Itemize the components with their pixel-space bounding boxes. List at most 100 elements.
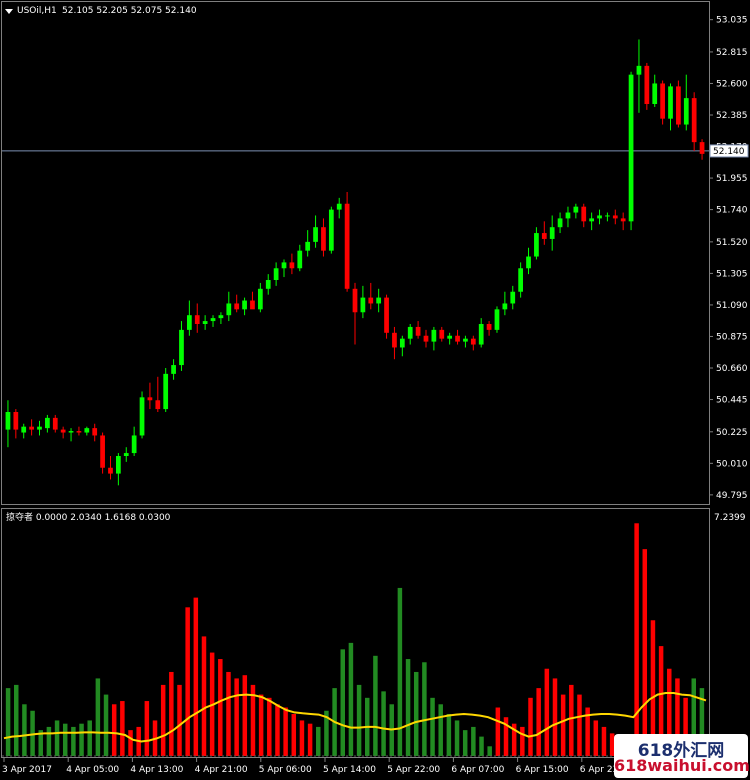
candle-body xyxy=(565,212,571,219)
watermark-domain: 618waihui.com xyxy=(614,756,750,775)
volume-bar xyxy=(430,697,435,756)
volume-bar xyxy=(577,694,582,756)
volume-bar xyxy=(381,691,386,756)
volume-bar xyxy=(422,662,427,756)
candle-body xyxy=(384,297,389,333)
candle-body xyxy=(155,400,161,410)
price-tick-label: 50.010 xyxy=(716,459,748,469)
volume-bar xyxy=(120,701,125,756)
candle-body xyxy=(581,206,587,222)
pane-frames xyxy=(1,1,710,758)
time-tick-label: 4 Apr 21:00 xyxy=(195,765,248,775)
candle-body xyxy=(273,268,279,280)
candle-body xyxy=(534,233,539,257)
volume-bar xyxy=(471,726,476,756)
volume-bar xyxy=(569,684,574,756)
volume-bar xyxy=(13,684,19,756)
current-price-tag xyxy=(709,144,749,158)
candle-body xyxy=(84,428,90,433)
site-watermark xyxy=(614,734,748,778)
candle-body xyxy=(297,250,303,269)
volume-bar xyxy=(95,678,101,756)
volume-bar xyxy=(601,726,607,756)
volume-bar xyxy=(22,704,27,756)
volume-bar xyxy=(54,720,60,756)
current-price-label: 52.140 xyxy=(713,147,745,157)
volume-bar xyxy=(528,697,533,756)
volume-bar xyxy=(487,746,492,756)
candle-body xyxy=(502,303,508,310)
symbol-title: USOil,H1 xyxy=(17,6,57,16)
candle-body xyxy=(147,397,153,401)
candle-body xyxy=(186,315,192,330)
volume-bar xyxy=(667,668,672,756)
price-tick-label: 51.955 xyxy=(716,174,748,184)
volume-bar xyxy=(193,597,199,756)
candle-body xyxy=(76,431,82,433)
candle-body xyxy=(328,209,334,251)
volume-bar xyxy=(536,688,541,756)
volume-bar xyxy=(103,694,109,756)
volume-bar xyxy=(267,697,272,756)
volume-bar xyxy=(552,678,558,756)
candle-body xyxy=(660,83,665,119)
candle-body xyxy=(210,318,216,322)
time-tick-label: 5 Apr 22:00 xyxy=(387,765,440,775)
volume-bar xyxy=(38,730,43,756)
candle-body xyxy=(52,417,58,430)
volume-bar xyxy=(71,726,76,756)
candle-body xyxy=(202,321,208,324)
price-tick-label: 49.795 xyxy=(716,491,748,501)
candle-body xyxy=(218,315,224,319)
volume-bar xyxy=(258,694,264,756)
volume-bar xyxy=(250,684,256,756)
volume-bar xyxy=(356,684,362,756)
candle-body xyxy=(691,98,697,143)
volume-bar xyxy=(299,720,305,756)
price-tick-label: 52.600 xyxy=(716,79,748,89)
candle-body xyxy=(510,291,516,304)
volume-bar xyxy=(560,694,566,756)
volume-bar xyxy=(5,688,11,756)
volume-bar xyxy=(348,642,354,756)
volume-bar xyxy=(683,697,688,756)
candle-body xyxy=(92,428,98,436)
time-tick-label: 3 Apr 2017 xyxy=(2,765,52,775)
candle-body xyxy=(541,233,547,239)
candle-body xyxy=(242,300,247,310)
indicator-pane xyxy=(2,523,709,757)
price-tick-label: 50.875 xyxy=(716,332,748,342)
time-tick-label: 6 Apr 23:00 xyxy=(580,765,633,775)
candle-body xyxy=(431,329,437,342)
price-tick-label: 51.090 xyxy=(716,301,748,311)
candle-body xyxy=(281,262,287,269)
candle-body xyxy=(123,453,129,456)
candle-body xyxy=(108,467,113,474)
volume-bar xyxy=(128,730,133,756)
volume-bar xyxy=(291,713,297,756)
volume-bar xyxy=(446,713,452,756)
candle-body xyxy=(423,335,429,342)
candle-body xyxy=(573,206,579,213)
price-pane xyxy=(2,39,709,486)
price-tick-label: 50.445 xyxy=(716,396,748,406)
volume-bar xyxy=(397,587,403,756)
candle-body xyxy=(399,338,405,348)
volume-bar xyxy=(87,720,92,756)
volume-bar xyxy=(307,723,313,756)
volume-bar xyxy=(634,523,639,756)
candle-body xyxy=(29,426,34,430)
candle-body xyxy=(644,65,650,104)
price-tick-label: 52.815 xyxy=(716,48,748,58)
candle-body xyxy=(455,335,460,342)
volume-bar xyxy=(201,636,207,756)
candle-body xyxy=(620,218,626,222)
volume-bar xyxy=(593,720,599,756)
candle-body xyxy=(234,303,240,310)
volume-bar xyxy=(283,707,288,756)
volume-bar xyxy=(609,733,615,756)
chevron-down-icon[interactable] xyxy=(5,9,13,14)
volume-bar xyxy=(316,726,321,756)
